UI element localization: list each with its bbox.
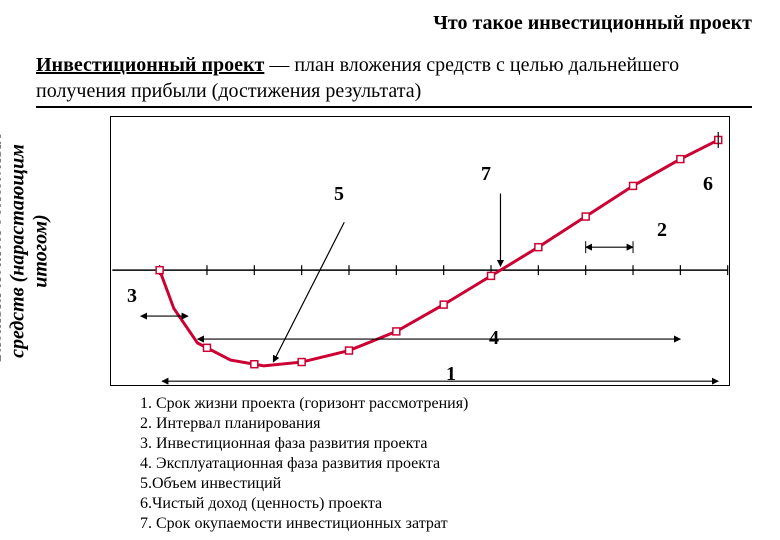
- label-3: 3: [127, 285, 137, 308]
- y-axis-label: Чистый поток денежных средств (нарастающ…: [0, 134, 53, 368]
- plot-box: 1 2 3 4 5 6 7: [110, 116, 730, 386]
- label-7: 7: [481, 163, 491, 186]
- label-2: 2: [657, 219, 667, 242]
- legend: 1. Срок жизни проекта (горизонт рассмотр…: [140, 394, 468, 534]
- title-text: Что такое инвестиционный проект: [433, 12, 752, 34]
- legend-item: 6.Чистый доход (ценность) проекта: [140, 494, 468, 514]
- chart-area: Чистый поток денежных средств (нарастающ…: [28, 116, 748, 386]
- label-6: 6: [703, 173, 713, 196]
- legend-item: 3. Инвестиционная фаза развития проекта: [140, 434, 468, 454]
- page-title: Что такое инвестиционный проект: [433, 12, 752, 35]
- label-5: 5: [334, 183, 344, 206]
- label-4: 4: [489, 327, 499, 350]
- legend-item: 5.Объем инвестиций: [140, 474, 468, 494]
- definition-dash: —: [269, 54, 289, 76]
- legend-item: 2. Интервал планирования: [140, 414, 468, 434]
- definition-block: Инвестиционный проект — план вложения ср…: [36, 52, 752, 108]
- plot-svg: [111, 117, 729, 385]
- legend-item: 1. Срок жизни проекта (горизонт рассмотр…: [140, 394, 468, 414]
- definition-term: Инвестиционный проект: [36, 54, 264, 76]
- legend-item: 7. Срок окупаемости инвестиционных затра…: [140, 514, 468, 534]
- label-1: 1: [446, 363, 456, 386]
- legend-item: 4. Эксплуатационная фаза развития проект…: [140, 454, 468, 474]
